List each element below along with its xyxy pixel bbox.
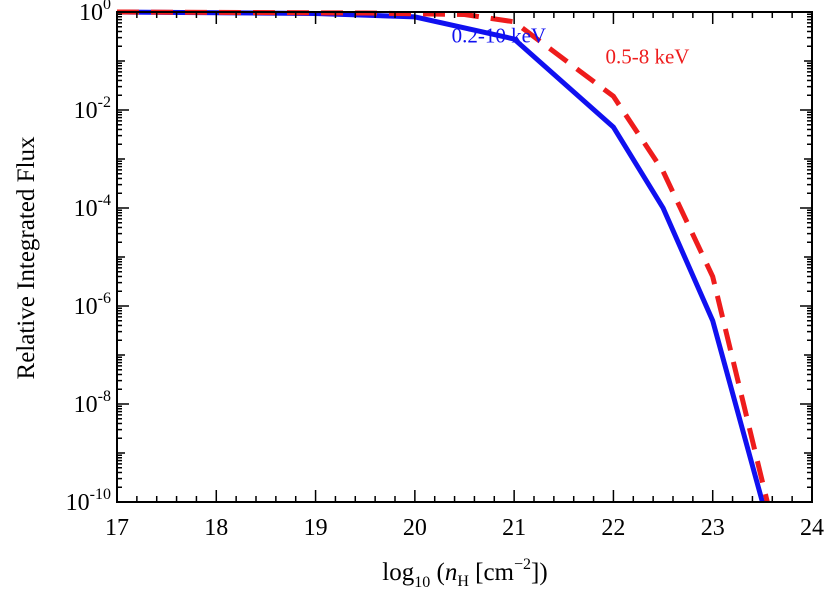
y-tick-label: 100: [79, 0, 111, 26]
x-label-mid: [cm: [469, 559, 515, 586]
x-tick-label: 21: [502, 515, 526, 541]
x-tick-label: 23: [701, 515, 725, 541]
series-layer: [116, 9, 770, 503]
y-tick-label: 10-2: [74, 94, 111, 124]
y-tick-label: 10-4: [74, 192, 111, 222]
x-tick-label: 20: [403, 515, 427, 541]
x-tick-label: 22: [601, 515, 625, 541]
y-tick-labels: 100 10-2 10-4 10-6 10-8 10-10: [66, 0, 111, 516]
x-label-close: ]): [531, 559, 548, 586]
y-tick-label: 10-6: [74, 290, 111, 320]
x-label-prefix-subscript: 10: [414, 574, 430, 591]
series-labels: 0.2-10 keV 0.5-8 keV: [452, 23, 690, 68]
x-label-prefix: log: [382, 559, 414, 586]
series-line-1: [116, 9, 765, 503]
x-label-open: (: [430, 559, 445, 586]
y-tick-label: 10-8: [74, 388, 111, 418]
x-axis-label: log10 (nH [cm−2]): [382, 556, 547, 591]
plot-frame: [116, 11, 813, 503]
x-tick-label: 18: [204, 515, 228, 541]
y-axis-label: Relative Integrated Flux: [13, 136, 40, 379]
x-label-var: n: [445, 559, 458, 586]
x-tick-labels: 17 18 19 20 21 22 23 24: [105, 515, 824, 541]
x-tick-label: 19: [304, 515, 328, 541]
series-line-2: [116, 9, 770, 503]
x-label-var-subscript: H: [457, 573, 469, 590]
series-label-1: 0.2-10 keV: [452, 23, 546, 47]
x-tick-label: 17: [105, 515, 129, 541]
tick-marks: [116, 11, 813, 503]
x-tick-label: 24: [800, 515, 824, 541]
y-tick-label: 10-10: [66, 486, 111, 516]
series-label-2: 0.5-8 keV: [605, 44, 689, 68]
x-label-superscript: −2: [514, 556, 531, 573]
